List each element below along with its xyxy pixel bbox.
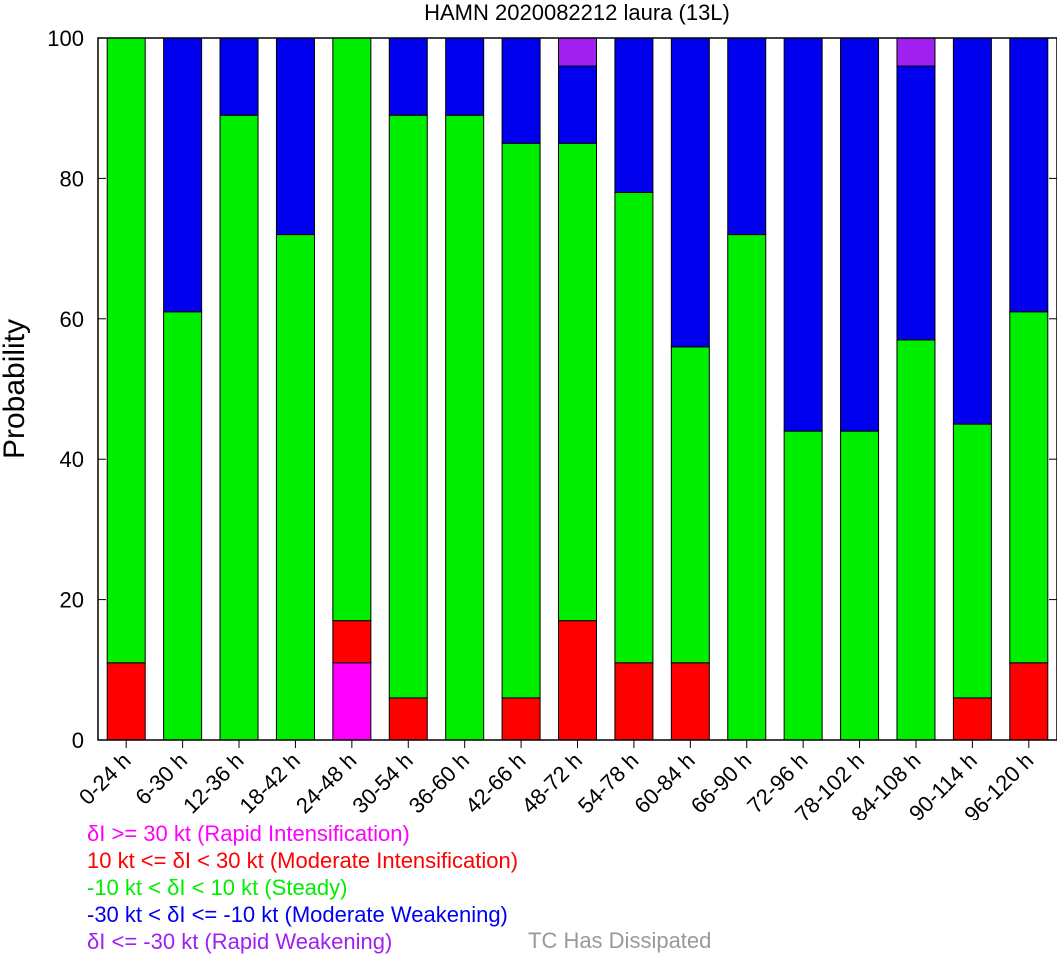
legend-steady: -10 kt < δI < 10 kt (Steady) [87,875,348,900]
bar-segment-ri [332,662,372,741]
bar-segment-mw [670,37,710,348]
bar-segment-mw [388,37,428,116]
y-ticks-group: 0 20 40 60 80 100 [47,26,1057,753]
bar-segment-steady [840,430,880,741]
bar-segment-mi [388,697,428,741]
bar-segment-mi [670,662,710,741]
bar-segment-steady [163,311,203,741]
bars-group [106,37,1049,741]
bar-segment-mw [614,37,654,193]
bar-segment-steady [783,430,823,741]
legend: δI >= 30 kt (Rapid Intensification) 10 k… [87,820,518,955]
bar-segment-mw [501,37,541,144]
chart-title: HAMN 2020082212 laura (13L) [424,0,730,25]
x-tick-label: 66-90 h [686,748,756,818]
bar-segment-steady [275,234,315,741]
x-tick-label: 18-42 h [235,748,305,818]
legend-moderate-weakening: -30 kt < δI <= -10 kt (Moderate Weakenin… [87,902,508,927]
y-tick-label: 20 [60,588,84,613]
bar-segment-mw [1009,37,1049,313]
bar-segment-mi [106,662,146,741]
legend-rapid-weakening: δI <= -30 kt (Rapid Weakening) [87,929,393,954]
bar-segment-mi [501,697,541,741]
plot-frame [97,37,1057,741]
x-ticks-group: 0-24 h6-30 h12-36 h18-42 h24-48 h30-54 h… [74,740,1038,820]
y-tick-label: 60 [60,307,84,332]
bar-segment-mw [840,37,880,432]
x-tick-label: 36-60 h [404,748,474,818]
bar-segment-mw [952,37,992,425]
legend-tc-dissipated: TC Has Dissipated [528,928,712,953]
bar-segment-steady [670,346,710,664]
bar-segment-mi [332,620,372,664]
legend-rapid-intensification: δI >= 30 kt (Rapid Intensification) [87,821,410,846]
x-tick-label: 42-66 h [460,748,530,818]
bar-segment-steady [558,142,597,622]
bar-segment-mi [614,662,654,741]
bar-segment-steady [1009,311,1049,664]
bar-segment-steady [106,37,146,664]
bar-segment-mi [1009,662,1049,741]
bar-segment-mw [275,37,315,236]
bar-segment-rw [896,37,936,67]
y-tick-label: 40 [60,447,84,472]
bar-segment-steady [332,37,372,622]
bar-segment-rw [558,37,597,67]
y-tick-label: 100 [47,26,84,51]
bar-segment-steady [388,114,428,699]
bar-segment-mi [558,620,597,741]
x-tick-label: 0-24 h [74,748,136,810]
bar-segment-steady [952,423,992,699]
y-tick-label: 0 [72,728,84,753]
bar-segment-steady [219,114,259,741]
x-tick-label: 24-48 h [291,748,361,818]
bar-segment-mw [727,37,767,236]
bar-segment-steady [896,339,936,741]
y-axis-label: Probability [0,319,31,459]
bar-segment-mw [783,37,823,432]
x-tick-label: 48-72 h [517,748,587,818]
bar-segment-mw [163,37,203,313]
legend-moderate-intensification: 10 kt <= δI < 30 kt (Moderate Intensific… [87,848,519,873]
x-tick-label: 54-78 h [573,748,643,818]
bar-segment-steady [445,114,485,741]
bar-segment-steady [501,142,541,699]
bar-segment-mw [896,65,936,341]
x-tick-label: 12-36 h [178,748,248,818]
x-tick-label: 60-84 h [629,748,699,818]
bar-segment-mi [952,697,992,741]
bar-segment-steady [727,234,767,741]
y-tick-label: 80 [60,166,84,191]
stacked-bar-chart: HAMN 2020082212 laura (13L) Probability … [0,0,1057,820]
bar-segment-steady [614,191,654,664]
bar-segment-mw [219,37,259,116]
bar-segment-mw [558,65,597,144]
bar-segment-mw [445,37,485,116]
x-tick-label: 30-54 h [347,748,417,818]
